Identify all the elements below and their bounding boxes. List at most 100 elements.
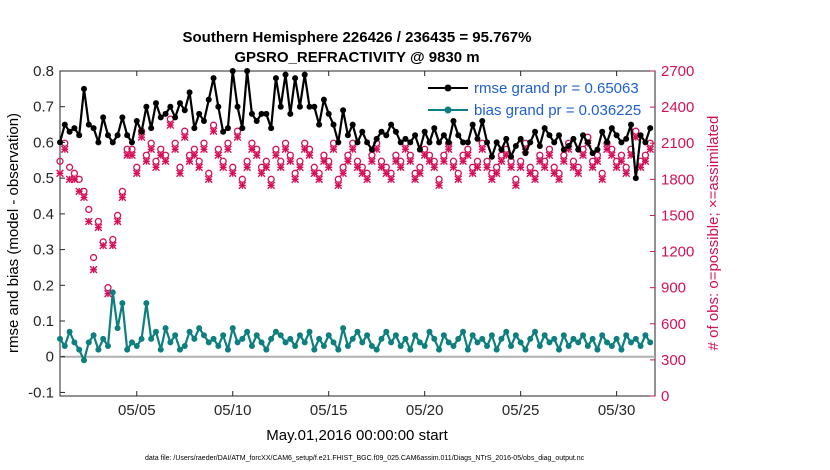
- bias-point: [584, 343, 591, 349]
- rmse-point: [128, 139, 135, 146]
- bias-point: [157, 346, 164, 353]
- rmse-point: [239, 125, 246, 132]
- bias-point: [498, 335, 505, 342]
- bias-point: [522, 346, 529, 353]
- rmse-point: [440, 132, 447, 139]
- assimilated-obs-point: [579, 151, 587, 160]
- assimilated-obs-point: [89, 265, 98, 274]
- assimilated-obs-point: [387, 175, 395, 184]
- bias-point: [512, 332, 519, 339]
- bias-point: [565, 343, 572, 349]
- rmse-point: [316, 121, 323, 128]
- assimilated-obs-point: [257, 169, 266, 178]
- rmse-point: [560, 146, 567, 153]
- assimilated-obs-point: [152, 163, 160, 172]
- assimilated-obs-point: [185, 157, 194, 166]
- rmse-point: [493, 139, 500, 146]
- bias-point: [162, 325, 169, 332]
- y-axis-right-ticks: 0 300 600 900 1200 1500 1800 2100 2400 2700: [650, 63, 694, 405]
- rmse-point: [335, 139, 342, 146]
- y-left-tick-label: 0.8: [33, 63, 54, 80]
- rmse-line: [58, 69, 652, 180]
- rmse-point: [186, 89, 193, 96]
- rmse-point: [556, 132, 563, 139]
- rmse-point: [474, 135, 481, 142]
- bias-point: [589, 335, 596, 342]
- assimilated-obs-point: [344, 157, 352, 166]
- rmse-point: [508, 153, 515, 160]
- bias-point: [325, 332, 332, 339]
- assimilated-obs-point: [545, 151, 554, 160]
- rmse-point: [580, 132, 587, 139]
- bias-point: [66, 328, 73, 335]
- bias-point: [138, 335, 145, 342]
- assimilated-obs-point: [233, 133, 242, 142]
- x-tick-label: 05/10: [214, 402, 252, 419]
- assimilated-obs-point: [305, 151, 314, 160]
- bias-point: [407, 346, 414, 353]
- rmse-point: [383, 132, 390, 139]
- rmse-point: [589, 150, 596, 157]
- bias-point: [436, 346, 443, 353]
- rmse-point: [412, 132, 419, 139]
- x-tick-label: 05/30: [598, 402, 636, 419]
- rmse-point: [224, 125, 231, 132]
- chart-title: Southern Hemisphere 226426 / 236435 = 95…: [183, 29, 532, 66]
- rmse-point: [229, 68, 236, 74]
- assimilated-obs-point: [444, 145, 453, 154]
- assimilated-obs-point: [478, 145, 487, 154]
- bias-point: [119, 300, 126, 307]
- bias-point: [536, 343, 543, 349]
- rmse-point: [445, 139, 452, 146]
- rmse-point: [388, 121, 395, 128]
- bias-point: [421, 343, 428, 349]
- assimilated-obs-point: [137, 133, 146, 142]
- assimilated-obs-point: [487, 175, 496, 184]
- rmse-point: [599, 128, 606, 135]
- y-right-tick-label: 300: [661, 352, 686, 369]
- rmse-point: [517, 135, 524, 142]
- assimilated-obs-point: [291, 175, 300, 184]
- bias-point: [354, 328, 361, 335]
- bias-point: [642, 332, 649, 339]
- bias-point: [248, 343, 255, 349]
- rmse-point: [143, 103, 150, 110]
- bias-point: [464, 346, 471, 353]
- y-right-tick-label: 600: [661, 316, 686, 333]
- assimilated-obs-point: [612, 163, 621, 172]
- rmse-point: [503, 135, 510, 142]
- assimilated-obs-point: [324, 163, 333, 172]
- rmse-point: [594, 146, 601, 153]
- bias-point: [488, 332, 495, 339]
- bias-point: [61, 343, 68, 349]
- assimilated-obs-point: [147, 145, 156, 154]
- y-right-tick-label: 2400: [661, 99, 694, 116]
- assimilated-obs-point: [224, 145, 232, 154]
- y-left-tick-label: 0.3: [33, 242, 54, 259]
- chart-title-line-2: GPSRO_REFRACTIVITY @ 9830 m: [234, 49, 479, 66]
- rmse-point: [392, 128, 399, 135]
- rmse-point: [234, 103, 241, 110]
- bias-point: [296, 332, 303, 339]
- bias-point: [560, 332, 567, 339]
- bias-point: [152, 328, 159, 335]
- assimilated-obs-point: [531, 175, 539, 184]
- x-tick-label: 05/20: [406, 402, 444, 419]
- rmse-point: [124, 132, 131, 139]
- bias-point: [340, 325, 347, 332]
- rmse-point: [296, 103, 303, 110]
- bias-point: [263, 346, 270, 353]
- rmse-point: [344, 132, 351, 139]
- y-right-tick-label: 1500: [661, 207, 694, 224]
- bias-point: [335, 346, 342, 353]
- y-left-tick-label: 0.5: [33, 170, 54, 187]
- legend-bias-marker: [444, 106, 452, 114]
- rmse-point: [642, 139, 649, 146]
- rmse-point: [637, 132, 644, 139]
- bias-point: [368, 343, 375, 349]
- y-left-tick-label: 0.2: [33, 277, 54, 294]
- rmse-point: [407, 139, 414, 146]
- assimilated-obs-point: [204, 175, 213, 184]
- bias-point: [90, 332, 97, 339]
- assimilated-obs-point: [272, 151, 280, 160]
